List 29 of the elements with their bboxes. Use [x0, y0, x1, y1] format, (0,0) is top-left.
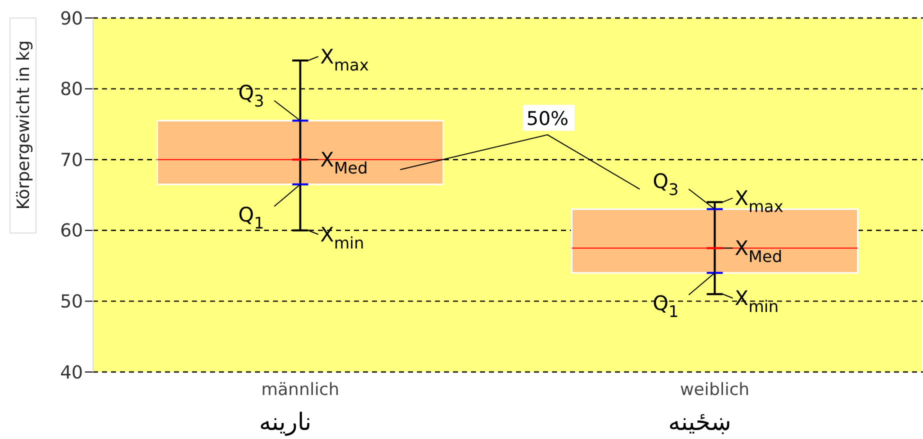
text: ښځینه: [668, 408, 732, 436]
y-tick-label: 90: [60, 8, 83, 30]
y-axis-title: Körpergewicht in kg: [14, 40, 34, 210]
y-tick-label: 40: [60, 362, 83, 384]
callout: X$_{max}$: [722, 186, 784, 216]
annotation: Q$_{1}$: [652, 290, 679, 322]
y-tick-label: 50: [60, 292, 83, 312]
text: نارینه: [259, 408, 312, 436]
annotation: X$_{min}$: [734, 286, 779, 316]
callout: Q$_{3}$: [652, 169, 716, 210]
x-tick-label: weiblich: [680, 380, 750, 400]
annotation: Q$_{1}$: [238, 202, 264, 233]
annotation: Q$_{3}$: [652, 169, 679, 200]
annotation: Q$_{3}$: [238, 80, 264, 111]
annotation: X$_{min}$: [320, 222, 364, 253]
y-tick-label: 80: [60, 79, 83, 100]
callout: X$_{min}$: [308, 222, 364, 253]
y-tick-label: 60: [60, 220, 83, 242]
callout: X$_{min}$: [722, 286, 779, 316]
annotation: X$_{max}$: [734, 186, 784, 216]
x-tick-label: männlich: [261, 380, 340, 400]
callout: 50%: [400, 104, 640, 190]
callout: Q$_{1}$: [652, 272, 716, 322]
y-tick-label: 70: [60, 150, 83, 171]
callout: Q$_{1}$: [238, 184, 301, 233]
annotation: 50%: [526, 108, 569, 130]
callout: X$_{max}$: [308, 44, 369, 75]
annotation: X$_{max}$: [320, 44, 369, 75]
callout: Q$_{3}$: [238, 80, 301, 122]
